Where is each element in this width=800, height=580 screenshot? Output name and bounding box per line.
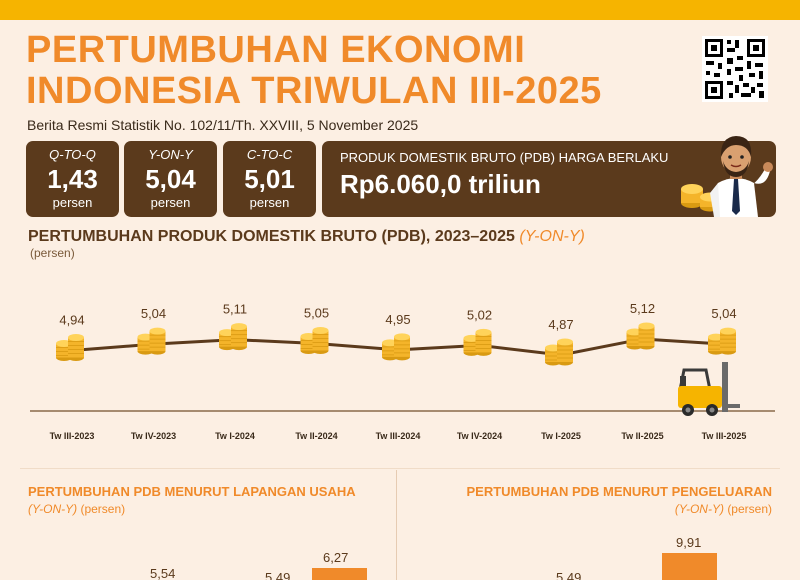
lapangan-usaha-unit: (Y-ON-Y) (persen) xyxy=(28,502,125,516)
x-tick-label: Tw I-2024 xyxy=(215,431,255,441)
stat-label: Y-ON-Y xyxy=(148,147,193,162)
pengeluaran-unit: (Y-ON-Y) (persen) xyxy=(675,502,772,516)
x-tick-label: Tw III-2024 xyxy=(376,431,421,441)
qr-code-icon[interactable] xyxy=(702,36,768,102)
lapangan-bar-label: 5,49 xyxy=(265,570,291,580)
data-label: 4,95 xyxy=(385,312,410,327)
coin-stack-point xyxy=(56,334,84,362)
section-divider xyxy=(20,468,780,469)
stat-c-to-c: C-TO-C 5,01 persen xyxy=(223,141,316,217)
x-tick-label: Tw III-2023 xyxy=(50,431,95,441)
column-divider xyxy=(396,470,397,580)
pdb-label: PRODUK DOMESTIK BRUTO (PDB) HARGA BERLAK… xyxy=(340,150,669,165)
stat-y-on-y: Y-ON-Y 5,04 persen xyxy=(124,141,217,217)
lapangan-unit-em: (Y-ON-Y) xyxy=(28,502,78,516)
top-bar xyxy=(0,0,800,20)
lapangan-bar-label: 5,54 xyxy=(150,566,176,580)
data-label: 5,05 xyxy=(304,305,329,320)
data-label: 5,04 xyxy=(141,306,166,321)
lapangan-bar xyxy=(312,568,367,580)
coin-stack-point xyxy=(382,333,410,361)
data-label: 5,11 xyxy=(223,302,247,317)
pdb-box: PRODUK DOMESTIK BRUTO (PDB) HARGA BERLAK… xyxy=(322,136,776,217)
coin-stack-point xyxy=(300,326,329,354)
stat-label: C-TO-C xyxy=(246,147,293,162)
coin-stack-point xyxy=(545,338,573,366)
stat-unit: persen xyxy=(52,195,93,210)
pengeluaran-bar-label: 5,49 xyxy=(556,570,582,580)
page-subtitle: Berita Resmi Statistik No. 102/11/Th. XX… xyxy=(27,117,419,133)
stat-value: 1,43 xyxy=(47,164,98,194)
x-tick-label: Tw IV-2024 xyxy=(457,431,502,441)
pengeluaran-title: PERTUMBUHAN PDB MENURUT PENGELUARAN xyxy=(466,484,773,499)
coin-stack-point xyxy=(626,322,655,350)
growth-section-title-main: PERTUMBUHAN PRODUK DOMESTIK BRUTO (PDB),… xyxy=(28,228,515,245)
pengeluaran-unit-text: (persen) xyxy=(727,502,772,516)
data-label: 5,12 xyxy=(630,301,655,316)
growth-section-title: PERTUMBUHAN PRODUK DOMESTIK BRUTO (PDB),… xyxy=(28,228,585,246)
growth-section-title-em: (Y-ON-Y) xyxy=(519,228,585,245)
data-label: 5,02 xyxy=(467,307,492,322)
forklift-illustration xyxy=(678,362,740,416)
stat-q-to-q: Q-TO-Q 1,43 persen xyxy=(26,141,119,217)
data-label: 4,87 xyxy=(548,317,573,332)
lapangan-usaha-title: PERTUMBUHAN PDB MENURUT LAPANGAN USAHA xyxy=(28,484,356,499)
x-tick-label: Tw I-2025 xyxy=(541,431,581,441)
businessman-illustration xyxy=(681,136,773,217)
pengeluaran-unit-em: (Y-ON-Y) xyxy=(674,502,724,516)
stat-unit: persen xyxy=(249,195,290,210)
gdp-growth-line-chart: 4,94 5,04 5,11 5,05 4,95 5,02 4,87 5,12 5,04 Tw … xyxy=(30,301,775,441)
pdb-value: Rp6.060,0 triliun xyxy=(340,169,541,199)
coin-stack-point xyxy=(219,323,247,351)
page-title: PERTUMBUHAN EKONOMI INDONESIA TRIWULAN I… xyxy=(26,30,602,112)
pengeluaran-bar xyxy=(662,553,717,580)
x-tick-label: Tw II-2024 xyxy=(295,431,337,441)
coin-stack-point xyxy=(463,328,492,356)
lapangan-bar-label: 6,27 xyxy=(323,550,349,565)
growth-section-unit: (persen) xyxy=(30,246,75,260)
stat-value: 5,04 xyxy=(145,164,196,194)
title-line-2: INDONESIA TRIWULAN III-2025 xyxy=(26,70,602,112)
x-tick-label: Tw II-2025 xyxy=(621,431,663,441)
data-label: 5,04 xyxy=(711,306,736,321)
stat-unit: persen xyxy=(150,195,191,210)
title-line-1: PERTUMBUHAN EKONOMI xyxy=(26,29,526,71)
stat-label: Q-TO-Q xyxy=(49,147,96,162)
x-tick-label: Tw III-2025 xyxy=(702,431,747,441)
lapangan-unit-text: (persen) xyxy=(80,502,126,516)
coin-stack-point xyxy=(137,327,166,355)
data-label: 4,94 xyxy=(59,313,84,328)
coin-stack-point xyxy=(708,327,736,355)
x-tick-label: Tw IV-2023 xyxy=(131,431,176,441)
pengeluaran-bar-label: 9,91 xyxy=(676,535,702,550)
stat-value: 5,01 xyxy=(244,164,295,194)
